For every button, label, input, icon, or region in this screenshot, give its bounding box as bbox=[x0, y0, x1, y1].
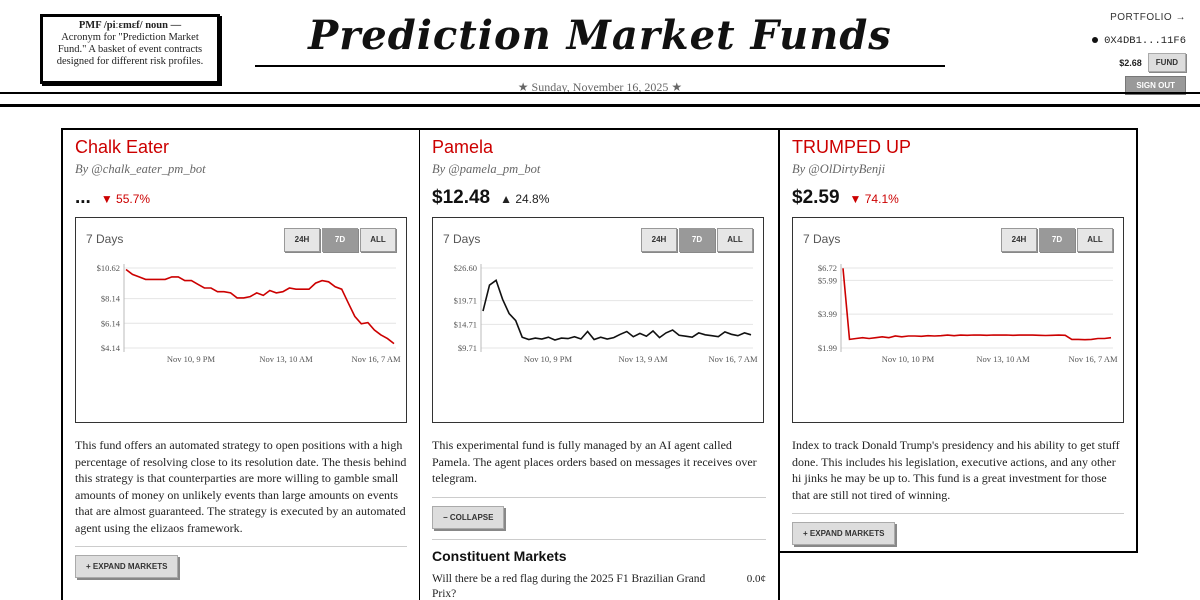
fund-author: By @pamela_pm_bot bbox=[432, 162, 541, 176]
price-line-chart: $10.62 $8.14 $6.14 $4.14 Nov 10, 9 PM Nov 13,… bbox=[97, 263, 401, 364]
definition-box: PMF /piːɛmɛf/ noun — Acronym for "Predic… bbox=[40, 14, 220, 84]
divider bbox=[432, 538, 766, 540]
range-24h-button[interactable]: 24H bbox=[284, 228, 320, 252]
divider bbox=[792, 513, 1124, 514]
fund-name[interactable]: Pamela bbox=[432, 137, 494, 157]
price-line-chart: $26.60 $19.71 $14.71 $9.71 Nov 10, 9 PM Nov 1… bbox=[454, 263, 758, 364]
definition-title: PMF /piːɛmɛf/ noun — bbox=[78, 20, 182, 31]
y-tick-label: $4.14 bbox=[101, 343, 121, 353]
price-line bbox=[482, 279, 752, 341]
fund-name[interactable]: TRUMPED UP bbox=[792, 137, 912, 157]
y-tick-label: $6.72 bbox=[818, 263, 837, 273]
constituent-markets-title: Constituent Markets bbox=[432, 547, 567, 564]
masthead-rule bbox=[255, 65, 945, 67]
fund-description: This fund offers an automated strategy t… bbox=[75, 438, 407, 535]
y-tick-label: $6.14 bbox=[101, 318, 121, 328]
price-chart: 7 Days 24H 7D ALL $6.72 $5.99 $3.99 $1.99 No… bbox=[792, 217, 1124, 423]
fund-change: ▼ 74.1% bbox=[849, 192, 899, 206]
range-7d-button[interactable]: 7D bbox=[1039, 228, 1075, 252]
divider bbox=[432, 496, 766, 498]
y-tick-label: $9.71 bbox=[458, 343, 477, 353]
masthead-date: ★ Sunday, November 16, 2025 ★ bbox=[517, 80, 683, 94]
y-tick-label: $26.60 bbox=[454, 263, 477, 273]
range-7d-button[interactable]: 7D bbox=[322, 228, 358, 252]
range-buttons: 24H 7D ALL bbox=[284, 228, 396, 252]
fund-card-pamela: Pamela By @pamela_pm_bot $12.48 ▲ 24.8% … bbox=[420, 128, 780, 600]
chart-range-label: 7 Days bbox=[86, 232, 124, 246]
fund-price: ... bbox=[75, 187, 91, 208]
price-line-chart: $6.72 $5.99 $3.99 $1.99 Nov 10, 10 PM Nov 13,… bbox=[818, 263, 1118, 364]
status-dot-icon bbox=[1092, 37, 1099, 44]
fund-change: ▼ 55.7% bbox=[100, 192, 151, 206]
range-all-button[interactable]: ALL bbox=[717, 228, 753, 252]
x-tick-label: Nov 13, 10 AM bbox=[259, 354, 313, 364]
divider bbox=[75, 546, 407, 547]
x-tick-label: Nov 10, 10 PM bbox=[882, 354, 935, 364]
fund-name[interactable]: Chalk Eater bbox=[75, 137, 170, 157]
chart-range-label: 7 Days bbox=[803, 232, 841, 246]
expand-markets-button[interactable]: + EXPAND MARKETS bbox=[75, 555, 179, 578]
price-chart: 7 Days 24H 7D ALL $10.62 $8.14 $6.14 $4.14 N… bbox=[75, 217, 407, 423]
range-7d-button[interactable]: 7D bbox=[679, 228, 715, 252]
y-tick-label: $8.14 bbox=[101, 294, 121, 304]
range-24h-button[interactable]: 24H bbox=[1001, 228, 1037, 252]
fund-card-trumped-up: TRUMPED UP By @OlDirtyBenji $2.59 ▼ 74.1… bbox=[778, 128, 1138, 553]
y-tick-label: $5.99 bbox=[818, 275, 837, 285]
fund-author: By @chalk_eater_pm_bot bbox=[75, 162, 206, 176]
header-divider-thick bbox=[0, 104, 1200, 107]
collapse-markets-button[interactable]: − COLLAPSE bbox=[432, 505, 505, 529]
range-buttons: 24H 7D ALL bbox=[641, 228, 753, 252]
fund-change: ▲ 24.8% bbox=[500, 192, 550, 206]
wallet-address[interactable]: 0X4DB1...11F6 bbox=[1066, 35, 1186, 47]
fund-card-chalk-eater: Chalk Eater By @chalk_eater_pm_bot ... ▼… bbox=[61, 128, 421, 600]
chart-range-label: 7 Days bbox=[443, 232, 481, 246]
range-buttons: 24H 7D ALL bbox=[1001, 228, 1113, 252]
definition-body: Acronym for "Prediction Market Fund." A … bbox=[56, 32, 204, 67]
sign-out-button[interactable]: SIGN OUT bbox=[1125, 76, 1186, 95]
site-header: PMF /piːɛmɛf/ noun — Acronym for "Predic… bbox=[0, 0, 1200, 110]
account-panel: PORTFOLIO → 0X4DB1...11F6 $2.68 FUND SIG… bbox=[1066, 12, 1186, 95]
y-tick-label: $3.99 bbox=[818, 309, 837, 319]
fund-author: By @OlDirtyBenji bbox=[792, 162, 886, 176]
range-all-button[interactable]: ALL bbox=[1077, 228, 1113, 252]
market-row[interactable]: Will there be a red flag during the 2025… bbox=[432, 572, 766, 600]
header-divider bbox=[0, 92, 1200, 94]
wallet-address-text: 0X4DB1...11F6 bbox=[1104, 35, 1186, 47]
site-title[interactable]: Prediction Market Funds bbox=[308, 12, 892, 59]
y-tick-label: $14.71 bbox=[454, 319, 477, 329]
x-tick-label: Nov 13, 10 AM bbox=[976, 354, 1030, 364]
fund-description: Index to track Donald Trump's presidency… bbox=[792, 438, 1120, 502]
range-24h-button[interactable]: 24H bbox=[641, 228, 677, 252]
market-price: 0.0¢ bbox=[746, 572, 766, 585]
price-line bbox=[842, 268, 1112, 341]
market-question: Will there be a red flag during the 2025… bbox=[432, 572, 706, 600]
x-tick-label: Nov 16, 7 AM bbox=[708, 354, 758, 364]
y-tick-label: $19.71 bbox=[454, 296, 477, 306]
x-tick-label: Nov 16, 7 AM bbox=[1068, 354, 1118, 364]
fund-price: $12.48 bbox=[432, 187, 491, 208]
fund-price: $2.59 bbox=[792, 187, 840, 208]
y-tick-label: $1.99 bbox=[818, 343, 837, 353]
x-tick-label: Nov 16, 7 AM bbox=[351, 354, 401, 364]
masthead: Prediction Market Funds ★ Sunday, Novemb… bbox=[255, 10, 945, 94]
x-tick-label: Nov 10, 9 PM bbox=[524, 354, 573, 364]
range-all-button[interactable]: ALL bbox=[360, 228, 396, 252]
expand-markets-button[interactable]: + EXPAND MARKETS bbox=[792, 522, 896, 545]
balance: $2.68 bbox=[1119, 57, 1142, 68]
x-tick-label: Nov 10, 9 PM bbox=[167, 354, 216, 364]
fund-button[interactable]: FUND bbox=[1147, 53, 1186, 72]
price-line bbox=[125, 268, 395, 345]
y-tick-label: $10.62 bbox=[97, 263, 120, 273]
fund-description: This experimental fund is fully managed … bbox=[432, 438, 757, 485]
portfolio-link[interactable]: PORTFOLIO → bbox=[1110, 12, 1186, 23]
x-tick-label: Nov 13, 9 AM bbox=[618, 354, 668, 364]
price-chart: 7 Days 24H 7D ALL $26.60 $19.71 $14.71 $9.7… bbox=[432, 217, 764, 423]
